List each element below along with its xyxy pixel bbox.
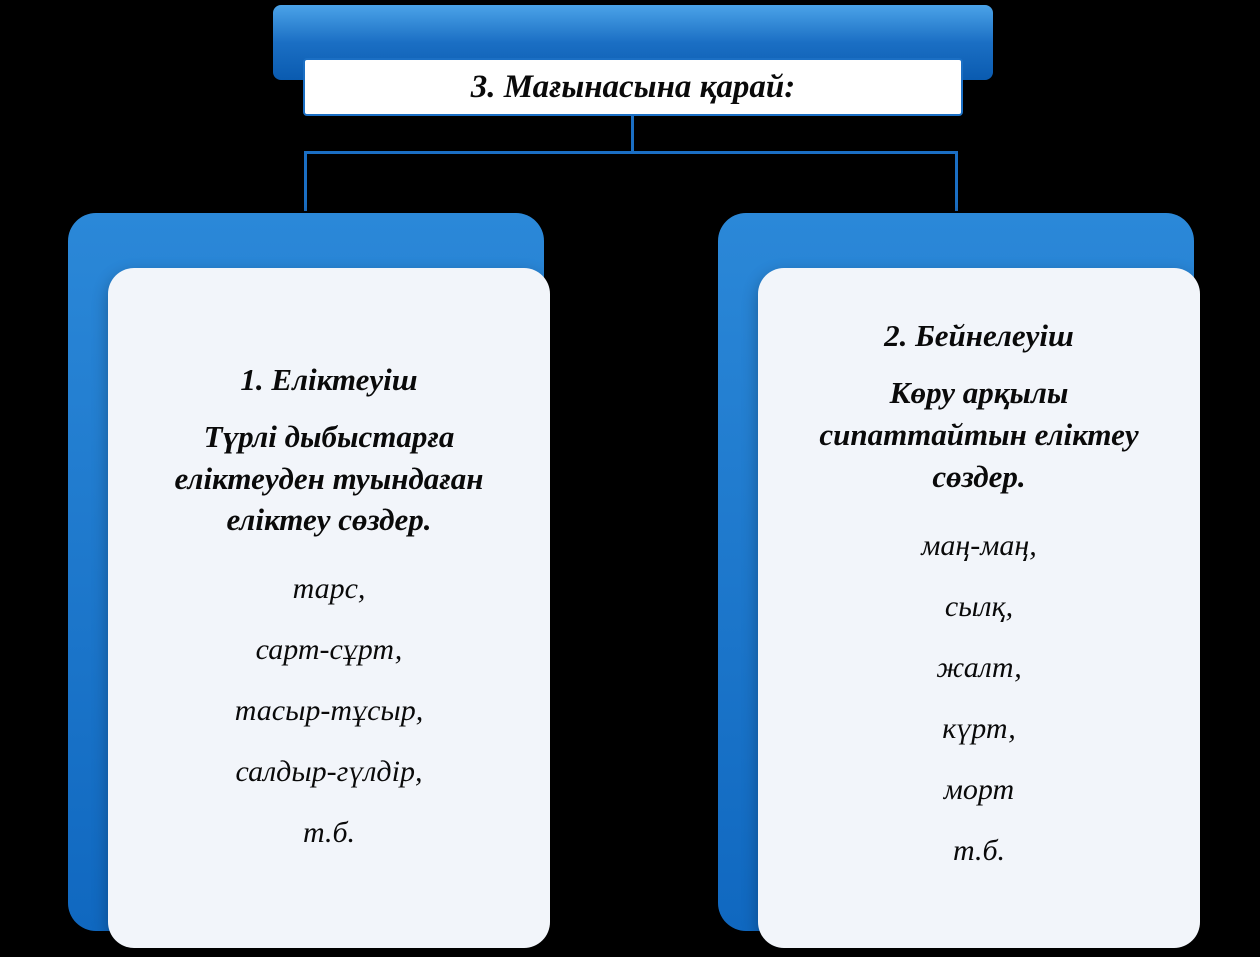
header-title: 3. Мағынасына қарай: xyxy=(471,69,795,106)
card-left-title: 1. Еліктеуіш xyxy=(240,362,417,398)
card-right-item: маң-маң, xyxy=(921,526,1037,565)
connector-horizontal xyxy=(304,151,958,154)
card-left-item: тасыр-тұсыр, xyxy=(235,691,423,730)
card-right-item: морт xyxy=(944,770,1014,809)
card-left-subtitle: Түрлі дыбыстарға еліктеуден туындаған ел… xyxy=(138,416,520,542)
card-right-subtitle: Көру арқылы сипаттайтын еліктеу сөздер. xyxy=(788,372,1170,498)
card-left-item: тарс, xyxy=(293,569,366,608)
connector-vertical-right xyxy=(955,151,958,211)
card-right-item: т.б. xyxy=(953,831,1005,870)
connector-vertical-left xyxy=(304,151,307,211)
header-box: 3. Мағынасына қарай: xyxy=(303,58,963,116)
card-right-item: күрт, xyxy=(942,709,1016,748)
card-left-item: салдыр-гүлдір, xyxy=(236,752,423,791)
white-card-right: 2. Бейнелеуіш Көру арқылы сипаттайтын ел… xyxy=(758,268,1200,948)
card-right-item: жалт, xyxy=(936,648,1022,687)
card-left-item: т.б. xyxy=(303,813,355,852)
connector-vertical-main xyxy=(631,116,634,151)
card-right-item: сылқ, xyxy=(945,587,1013,626)
card-right-title: 2. Бейнелеуіш xyxy=(884,318,1074,354)
card-left-item: сарт-сұрт, xyxy=(256,630,403,669)
white-card-left: 1. Еліктеуіш Түрлі дыбыстарға еліктеуден… xyxy=(108,268,550,948)
